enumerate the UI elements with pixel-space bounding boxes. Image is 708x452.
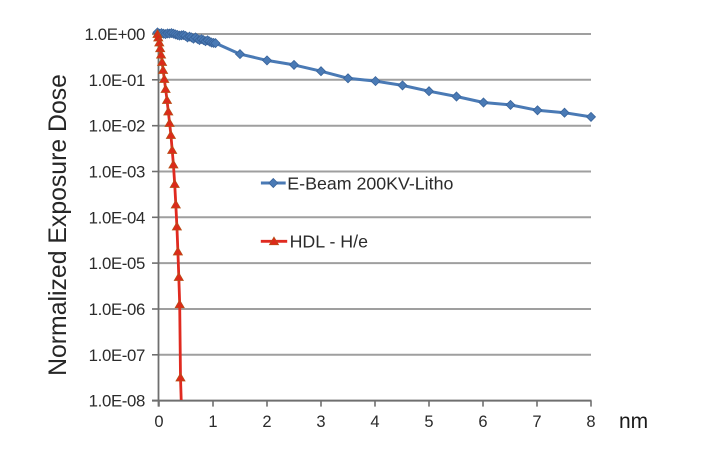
- svg-text:4: 4: [370, 413, 379, 431]
- svg-text:E-Beam 200KV-Litho: E-Beam 200KV-Litho: [287, 173, 453, 193]
- svg-text:1.0E+00: 1.0E+00: [84, 25, 145, 44]
- svg-text:8: 8: [586, 413, 595, 431]
- svg-text:7: 7: [532, 413, 541, 431]
- svg-text:3: 3: [316, 413, 325, 431]
- svg-text:1.0E-04: 1.0E-04: [89, 208, 145, 227]
- svg-text:Normalized Exposure Dose: Normalized Exposure Dose: [45, 74, 72, 376]
- svg-text:0: 0: [154, 413, 163, 431]
- svg-text:2: 2: [262, 413, 271, 431]
- svg-text:HDL - H/e: HDL - H/e: [290, 232, 368, 252]
- svg-text:5: 5: [424, 413, 433, 431]
- svg-text:1.0E-03: 1.0E-03: [89, 163, 145, 182]
- svg-text:1.0E-07: 1.0E-07: [89, 346, 145, 365]
- svg-text:6: 6: [478, 413, 487, 431]
- svg-text:1.0E-05: 1.0E-05: [89, 254, 145, 273]
- svg-text:1.0E-08: 1.0E-08: [89, 392, 145, 411]
- svg-text:1: 1: [208, 413, 217, 431]
- svg-text:1.0E-01: 1.0E-01: [89, 71, 145, 90]
- svg-text:nm: nm: [619, 410, 648, 433]
- svg-text:1.0E-06: 1.0E-06: [89, 300, 145, 319]
- svg-text:1.0E-02: 1.0E-02: [89, 117, 145, 136]
